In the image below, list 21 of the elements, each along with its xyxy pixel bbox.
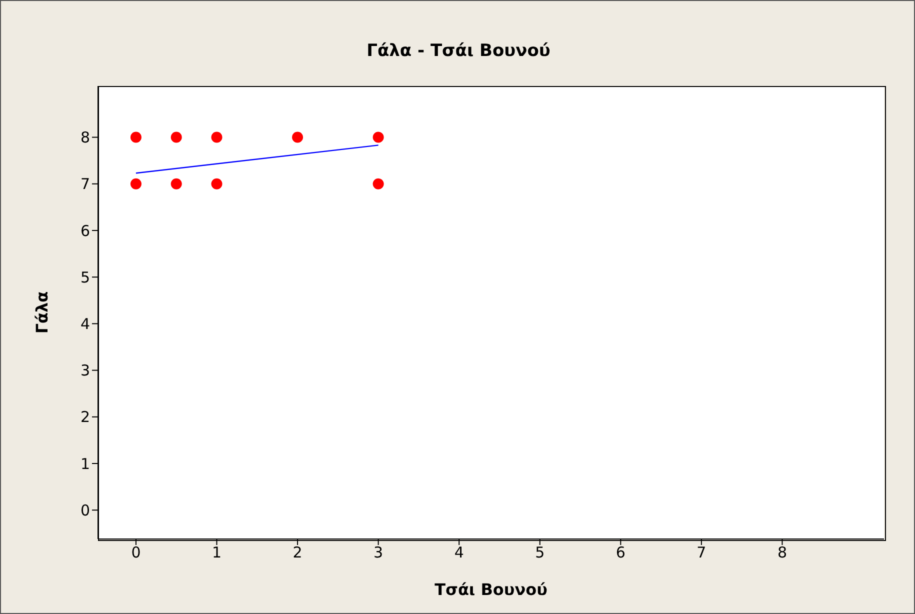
x-tick-label: 8 — [777, 544, 787, 562]
y-tick-label: 3 — [80, 362, 90, 380]
x-tick-label: 6 — [616, 544, 626, 562]
x-tick-label: 3 — [374, 544, 384, 562]
y-tick-label: 0 — [80, 501, 90, 520]
y-axis-title: Γάλα — [32, 291, 52, 334]
x-axis-title: Τσάι Βουνού — [434, 580, 548, 599]
y-tick-label: 1 — [80, 454, 90, 473]
x-tick-label: 2 — [292, 544, 302, 562]
x-tick-label: 5 — [535, 544, 545, 562]
y-tick-label: 4 — [80, 315, 90, 334]
y-tick-label: 8 — [80, 128, 90, 147]
chart-title: Γάλα - Τσάι Βουνού — [366, 41, 552, 61]
x-tick-label: 4 — [454, 544, 464, 562]
y-tick-label: 6 — [80, 222, 90, 240]
y-tick-label: 7 — [80, 175, 90, 194]
x-tick-label: 7 — [696, 544, 706, 562]
x-tick-label: 1 — [212, 544, 222, 562]
y-tick-label: 5 — [80, 268, 90, 286]
x-tick-label: 0 — [131, 544, 141, 562]
y-tick-label: 2 — [80, 408, 90, 426]
